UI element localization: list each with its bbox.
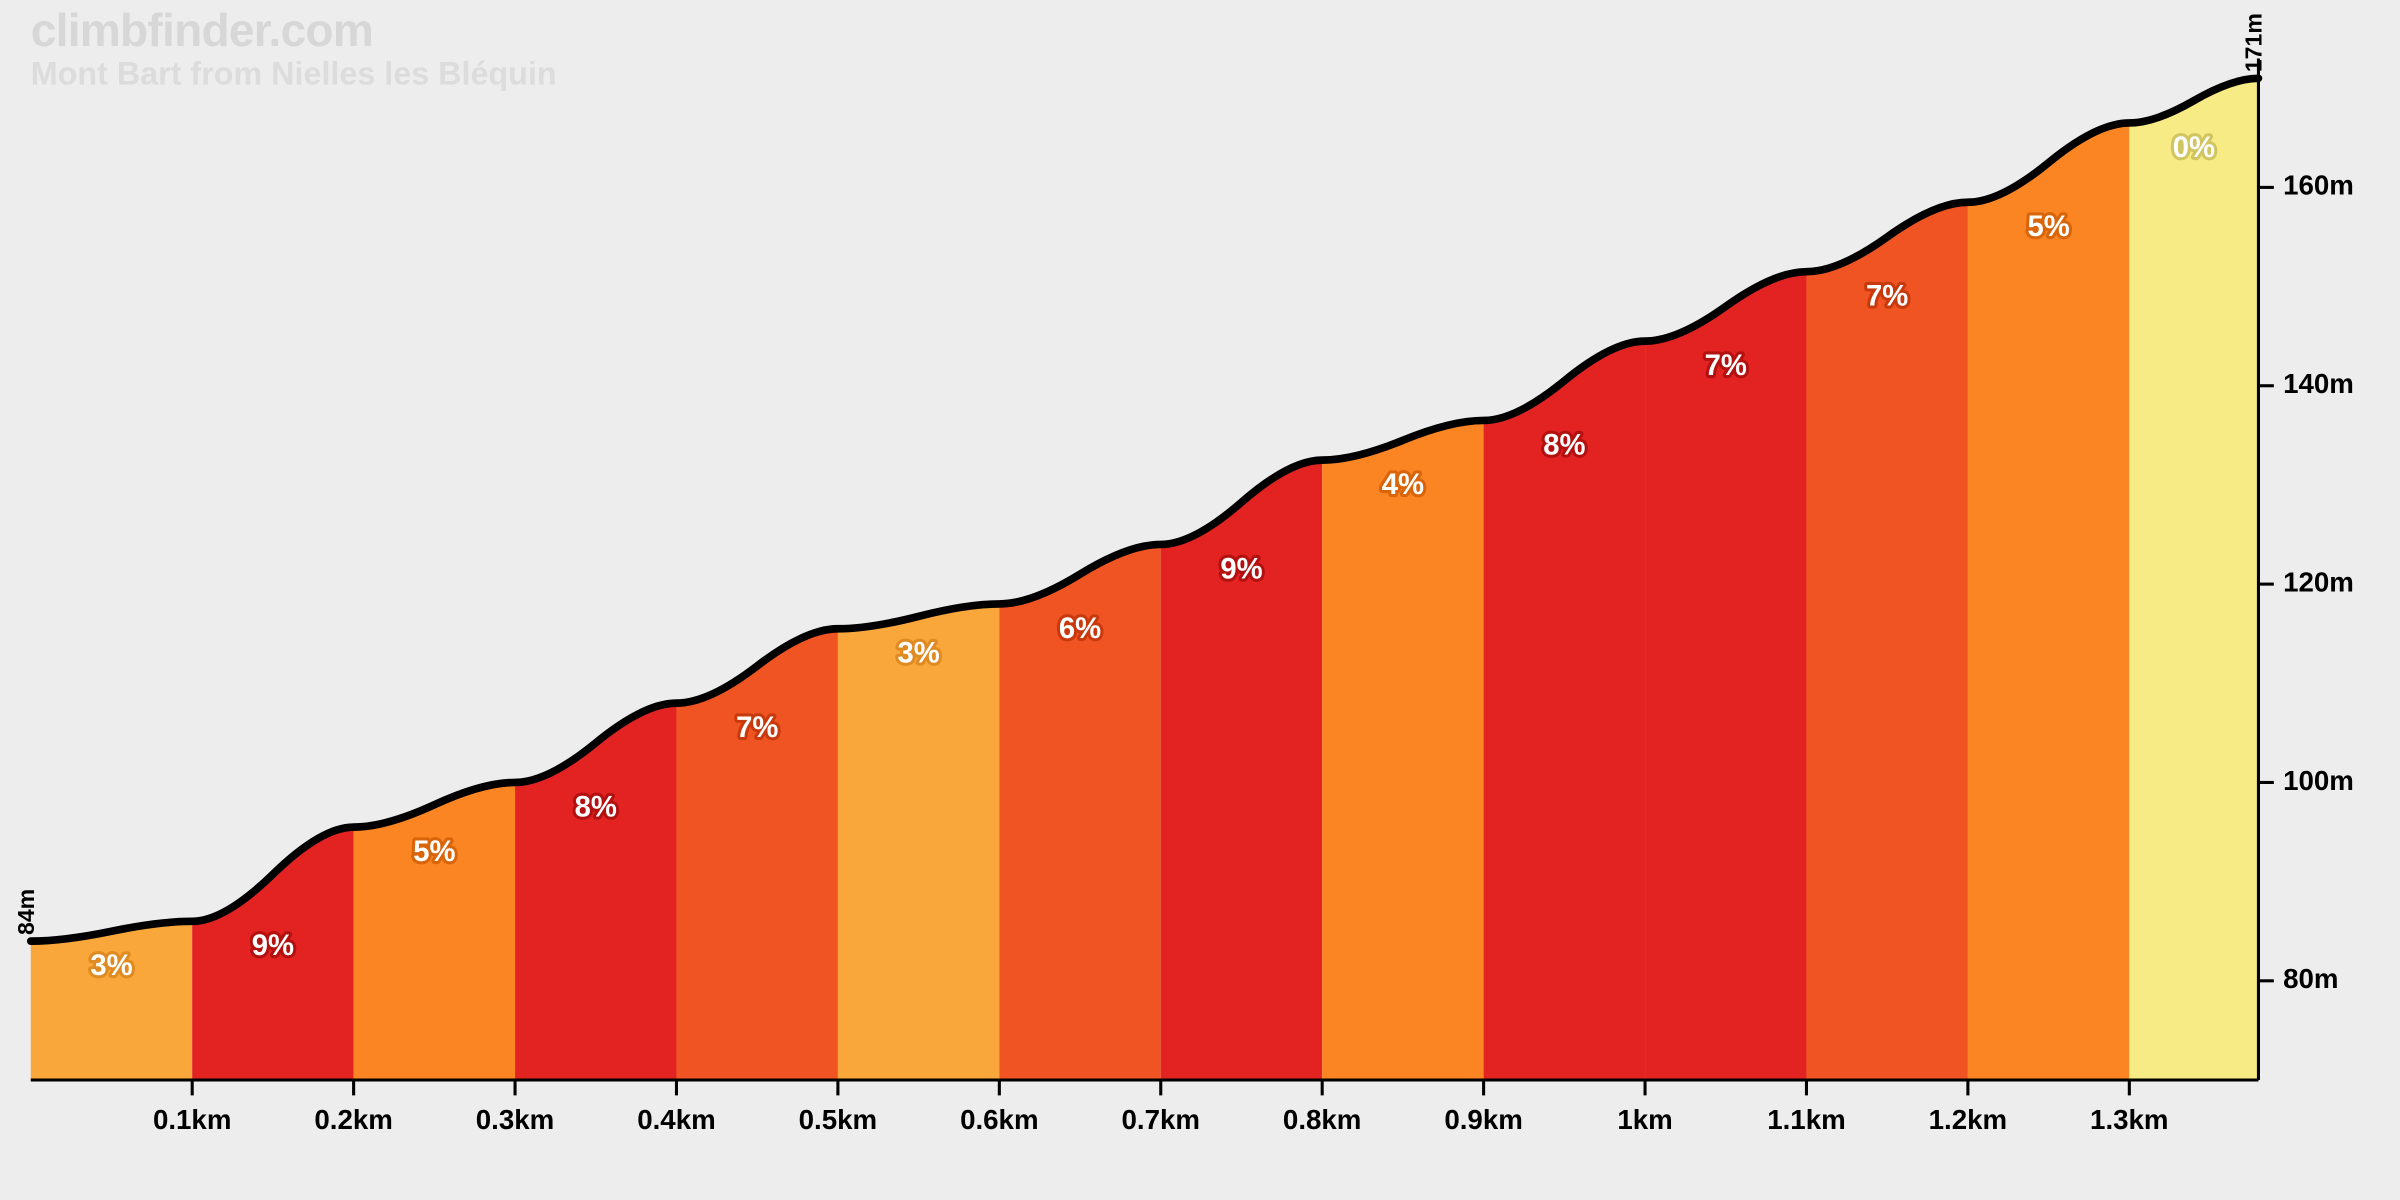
end-elevation-label: 171m (2241, 13, 2267, 72)
x-tick-label: 0.4km (637, 1104, 716, 1135)
x-tick-label: 1.2km (1929, 1104, 2008, 1135)
segment-bar (838, 604, 999, 1080)
gradient-label: 7% (1705, 350, 1747, 382)
gradient-label: 7% (1866, 281, 1908, 313)
segment-bar (2129, 78, 2258, 1080)
x-tick-label: 1km (1617, 1104, 1672, 1135)
x-tick-label: 1.1km (1767, 1104, 1846, 1135)
gradient-label: 8% (1543, 429, 1585, 461)
x-tick-label: 0.5km (799, 1104, 878, 1135)
x-tick-label: 0.9km (1444, 1104, 1523, 1135)
x-tick-label: 0.7km (1122, 1104, 1201, 1135)
x-tick-label: 0.2km (314, 1104, 393, 1135)
gradient-label: 7% (736, 712, 778, 744)
x-tick-label: 0.6km (960, 1104, 1039, 1135)
gradient-label: 6% (1059, 613, 1101, 645)
watermark-title: Mont Bart from Nielles les Bléquin (31, 56, 557, 92)
segment-bar (1806, 202, 1967, 1080)
gradient-label: 5% (2027, 211, 2069, 243)
y-tick-label: 80m (2283, 963, 2338, 994)
segment-bar (1322, 420, 1483, 1080)
start-elevation-label: 84m (13, 889, 39, 935)
gradient-label: 9% (1220, 553, 1262, 585)
gradient-label: 3% (90, 950, 132, 982)
gradient-label: 3% (898, 638, 940, 670)
segment-bar (1968, 123, 2129, 1080)
gradient-label: 5% (413, 836, 455, 868)
gradient-label: 4% (1382, 469, 1424, 501)
elevation-profile-chart: climbfinder.comMont Bart from Nielles le… (0, 0, 2400, 1200)
y-tick-label: 100m (2283, 765, 2354, 796)
gradient-label: 8% (575, 791, 617, 823)
watermark-site: climbfinder.com (31, 4, 373, 56)
x-tick-label: 0.1km (153, 1104, 232, 1135)
gradient-label: 9% (252, 930, 294, 962)
y-tick-label: 140m (2283, 368, 2354, 399)
x-tick-label: 0.8km (1283, 1104, 1362, 1135)
x-tick-label: 0.3km (476, 1104, 555, 1135)
y-tick-label: 160m (2283, 170, 2354, 201)
segment-bar (31, 921, 192, 1080)
y-tick-label: 120m (2283, 566, 2354, 597)
gradient-label: 0% (2173, 132, 2215, 164)
x-tick-label: 1.3km (2090, 1104, 2169, 1135)
segment-bar (1645, 272, 1806, 1080)
